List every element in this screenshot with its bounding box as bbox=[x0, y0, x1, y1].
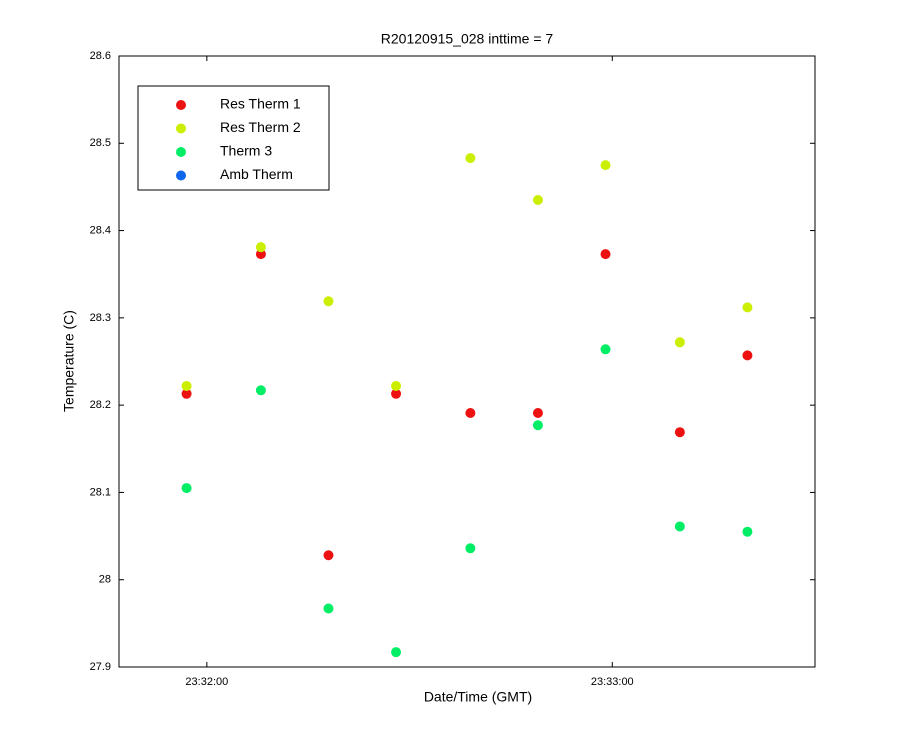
x-tick-label: 23:32:00 bbox=[185, 676, 228, 688]
y-tick-label: 27.9 bbox=[90, 661, 111, 673]
legend-label: Res Therm 2 bbox=[220, 119, 301, 135]
legend-label: Therm 3 bbox=[220, 143, 272, 159]
legend-marker bbox=[176, 100, 186, 110]
y-tick-label: 28.6 bbox=[90, 50, 111, 62]
y-tick-label: 28.5 bbox=[90, 137, 111, 149]
y-tick-label: 28.1 bbox=[90, 486, 111, 498]
y-tick-label: 28.4 bbox=[90, 224, 111, 236]
point bbox=[181, 388, 192, 399]
point bbox=[532, 420, 543, 431]
point bbox=[674, 337, 685, 348]
y-tick-label: 28.3 bbox=[90, 312, 111, 324]
point bbox=[600, 249, 611, 260]
point bbox=[600, 160, 611, 171]
point bbox=[391, 388, 402, 399]
y-axis-label: Temperature (C) bbox=[61, 310, 77, 412]
point bbox=[255, 242, 266, 253]
point bbox=[742, 526, 753, 537]
point bbox=[323, 296, 334, 307]
point bbox=[181, 483, 192, 494]
chart-title: R20120915_028 inttime = 7 bbox=[381, 31, 554, 47]
point bbox=[742, 350, 753, 361]
point bbox=[600, 344, 611, 355]
point bbox=[391, 380, 402, 391]
y-tick-label: 28.2 bbox=[90, 399, 111, 411]
x-tick-label: 23:33:00 bbox=[591, 676, 634, 688]
point bbox=[255, 385, 266, 396]
point bbox=[465, 407, 476, 418]
point bbox=[323, 550, 334, 561]
legend-box bbox=[137, 85, 330, 191]
legend-marker bbox=[176, 147, 186, 157]
point bbox=[391, 647, 402, 658]
legend-marker bbox=[176, 123, 186, 134]
point bbox=[532, 407, 543, 418]
legend-label: Res Therm 1 bbox=[220, 96, 301, 112]
point bbox=[674, 427, 685, 438]
point bbox=[255, 249, 266, 260]
point bbox=[532, 195, 543, 206]
legend-marker bbox=[176, 170, 186, 181]
legend-label: Amb Therm bbox=[220, 166, 293, 182]
point bbox=[465, 543, 476, 554]
point bbox=[181, 380, 192, 391]
y-tick-label: 28 bbox=[99, 574, 111, 586]
point bbox=[742, 302, 753, 313]
point bbox=[465, 153, 476, 164]
point bbox=[674, 521, 685, 532]
point bbox=[323, 603, 334, 614]
x-axis-label: Date/Time (GMT) bbox=[424, 689, 532, 705]
